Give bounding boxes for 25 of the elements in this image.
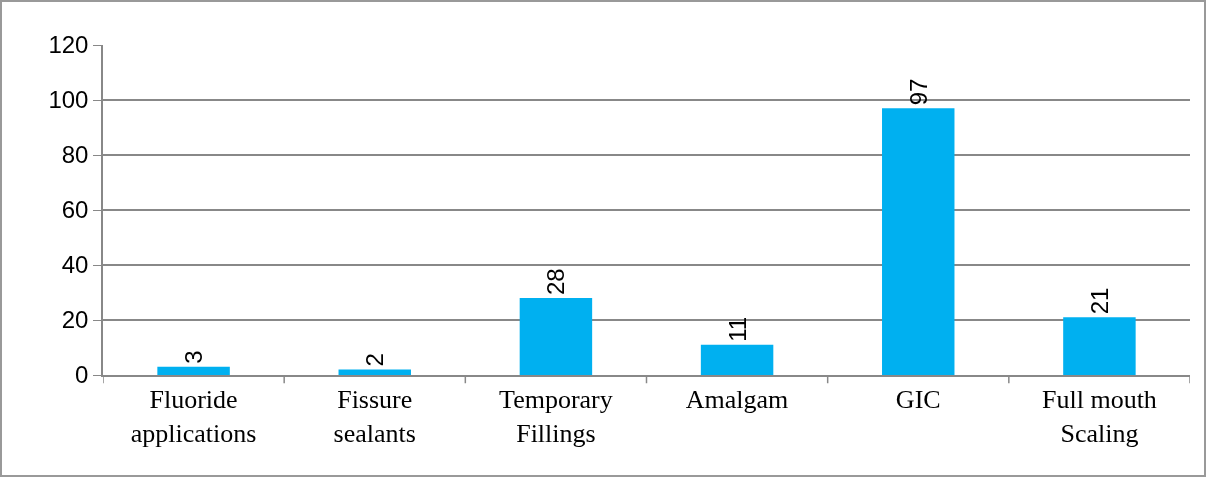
bar [1063, 317, 1136, 375]
y-tick-label: 20 [61, 306, 89, 334]
y-tick-label: 0 [75, 361, 89, 389]
x-tick-label: Temporary Fillings [499, 384, 613, 448]
bar [700, 344, 774, 375]
data-label: 21 [1085, 287, 1113, 315]
x-tick-label: Fissure sealants [333, 384, 416, 448]
y-tick-label: 120 [48, 31, 89, 59]
y-tick-label: 80 [61, 141, 89, 169]
data-label: 28 [542, 268, 570, 295]
bar [519, 298, 593, 375]
y-tick-label: 60 [61, 196, 89, 224]
bar [338, 369, 411, 375]
y-tick-label: 100 [48, 86, 89, 114]
data-label: 2 [361, 353, 389, 367]
data-label: 97 [904, 78, 932, 106]
x-tick-label: Full mouth Scaling [1041, 384, 1157, 448]
data-label: 3 [180, 350, 208, 364]
y-tick-label: 40 [61, 251, 89, 279]
data-label: 11 [723, 316, 751, 342]
x-tick-label: Amalgam [685, 384, 789, 414]
x-tick-label: GIC [895, 384, 941, 414]
x-tick-label: Fluoride applications [130, 384, 257, 448]
bar [157, 366, 230, 375]
bar [882, 108, 955, 375]
